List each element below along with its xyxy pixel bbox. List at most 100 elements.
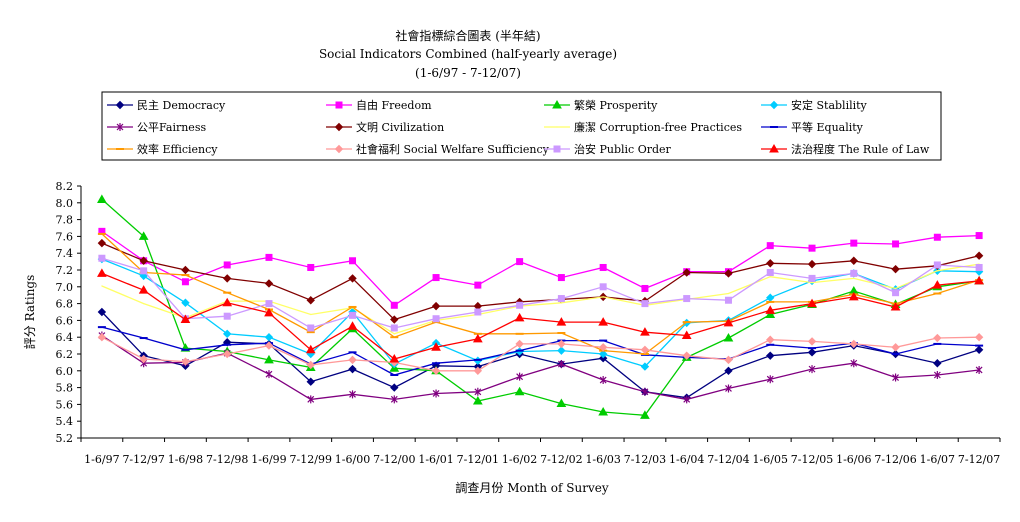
data-point xyxy=(98,254,106,262)
data-point xyxy=(602,296,604,298)
data-point xyxy=(265,253,273,261)
data-point xyxy=(894,287,897,290)
data-point xyxy=(769,276,771,278)
y-tick-label: 8.0 xyxy=(56,197,74,210)
legend-swatch-marker xyxy=(334,144,344,154)
data-point xyxy=(390,324,398,332)
y-tick-label: 8.2 xyxy=(56,180,74,193)
data-point xyxy=(557,346,566,355)
data-point xyxy=(264,341,274,350)
series-social-welfare-sufficiency xyxy=(97,332,984,376)
data-point xyxy=(557,339,566,349)
data-point xyxy=(683,395,691,404)
data-point xyxy=(307,324,315,332)
data-point xyxy=(306,360,315,370)
y-tick-label: 6.8 xyxy=(56,298,74,311)
series-line xyxy=(101,230,980,307)
y-tick-label: 5.2 xyxy=(56,432,74,445)
legend-swatch-marker xyxy=(116,123,124,131)
y-tick-label: 6.2 xyxy=(56,348,74,361)
series-line xyxy=(101,242,980,321)
legend-swatch-marker xyxy=(556,126,558,128)
x-tick-label: 7-12/02 xyxy=(540,453,582,466)
data-point xyxy=(222,349,232,359)
legend-item-stablility: 安定 Stablility xyxy=(761,98,868,112)
data-point xyxy=(598,343,608,352)
legend-item-social-welfare-sufficiency: 社會福利 Social Welfare Sufficiency xyxy=(326,142,550,156)
data-point xyxy=(432,274,440,282)
data-point xyxy=(348,355,357,365)
data-point xyxy=(472,333,483,343)
data-point xyxy=(515,339,524,349)
data-point xyxy=(349,257,357,265)
y-axis-label: 評分 Ratings xyxy=(22,275,37,350)
data-point xyxy=(222,297,233,307)
x-tick-label: 1-6/07 xyxy=(920,453,955,466)
legend-label: 平等 Equality xyxy=(791,120,864,134)
data-point xyxy=(892,373,899,382)
data-point xyxy=(640,327,650,336)
series-line xyxy=(101,258,980,368)
legend-label: 文明 Civilization xyxy=(356,120,444,134)
data-point xyxy=(305,344,316,354)
data-point xyxy=(306,296,315,305)
x-tick-label: 7-12/97 xyxy=(122,453,164,466)
x-tick-label: 1-6/97 xyxy=(84,453,119,466)
legend-label: 治安 Public Order xyxy=(574,142,672,156)
legend-item-prosperity: 繁榮 Prosperity xyxy=(544,98,658,112)
data-point xyxy=(974,275,984,285)
legend-item-corruption-free-practices: 廉潔 Corruption-free Practices xyxy=(544,120,742,134)
x-tick-label: 7-12/06 xyxy=(874,453,916,466)
series-freedom xyxy=(98,227,983,309)
data-point xyxy=(431,366,441,376)
data-point xyxy=(101,285,103,287)
data-point xyxy=(640,345,650,355)
x-tick-label: 1-6/03 xyxy=(585,453,620,466)
data-point xyxy=(975,232,983,240)
data-point xyxy=(641,300,649,308)
data-point xyxy=(181,265,190,275)
data-point xyxy=(393,333,395,335)
data-point xyxy=(975,365,983,374)
data-point xyxy=(641,284,649,292)
data-point xyxy=(138,231,149,240)
data-point xyxy=(766,375,774,384)
data-point xyxy=(932,280,943,289)
data-point xyxy=(727,292,730,295)
legend-item-public-order: 治安 Public Order xyxy=(544,142,672,156)
data-point xyxy=(765,305,776,314)
legend-swatch-marker xyxy=(552,99,562,109)
legend-item-civilization: 文明 Civilization xyxy=(326,120,444,134)
data-point xyxy=(766,335,775,344)
data-point xyxy=(472,396,483,405)
data-point xyxy=(265,370,273,379)
data-point xyxy=(849,339,859,349)
data-point xyxy=(598,317,609,326)
x-tick-label: 1-6/01 xyxy=(418,453,453,466)
legend-label: 自由 Freedom xyxy=(356,98,432,112)
data-point xyxy=(349,311,357,319)
data-point xyxy=(808,244,816,252)
legend-item-the-rule-of-law: 法治程度 The Rule of Law xyxy=(761,142,930,156)
data-point xyxy=(473,366,483,376)
data-point xyxy=(933,359,942,368)
data-point xyxy=(933,371,941,379)
data-point xyxy=(974,345,984,355)
data-point xyxy=(222,329,232,339)
data-point xyxy=(766,293,775,302)
legend-item-fairness: 公平Fairness xyxy=(107,121,206,134)
x-tick-label: 1-6/99 xyxy=(251,453,286,466)
data-point xyxy=(891,343,900,352)
data-point xyxy=(514,386,525,396)
data-point xyxy=(264,307,274,317)
x-tick-label: 1-6/06 xyxy=(836,453,871,466)
data-point xyxy=(432,315,440,323)
data-point xyxy=(724,355,733,365)
data-point xyxy=(724,296,732,304)
x-tick-label: 1-6/02 xyxy=(502,453,537,466)
legend-item-freedom: 自由 Freedom xyxy=(326,98,432,112)
y-tick-label: 6.6 xyxy=(56,314,74,327)
x-tick-label: 7-12/07 xyxy=(958,453,1000,466)
